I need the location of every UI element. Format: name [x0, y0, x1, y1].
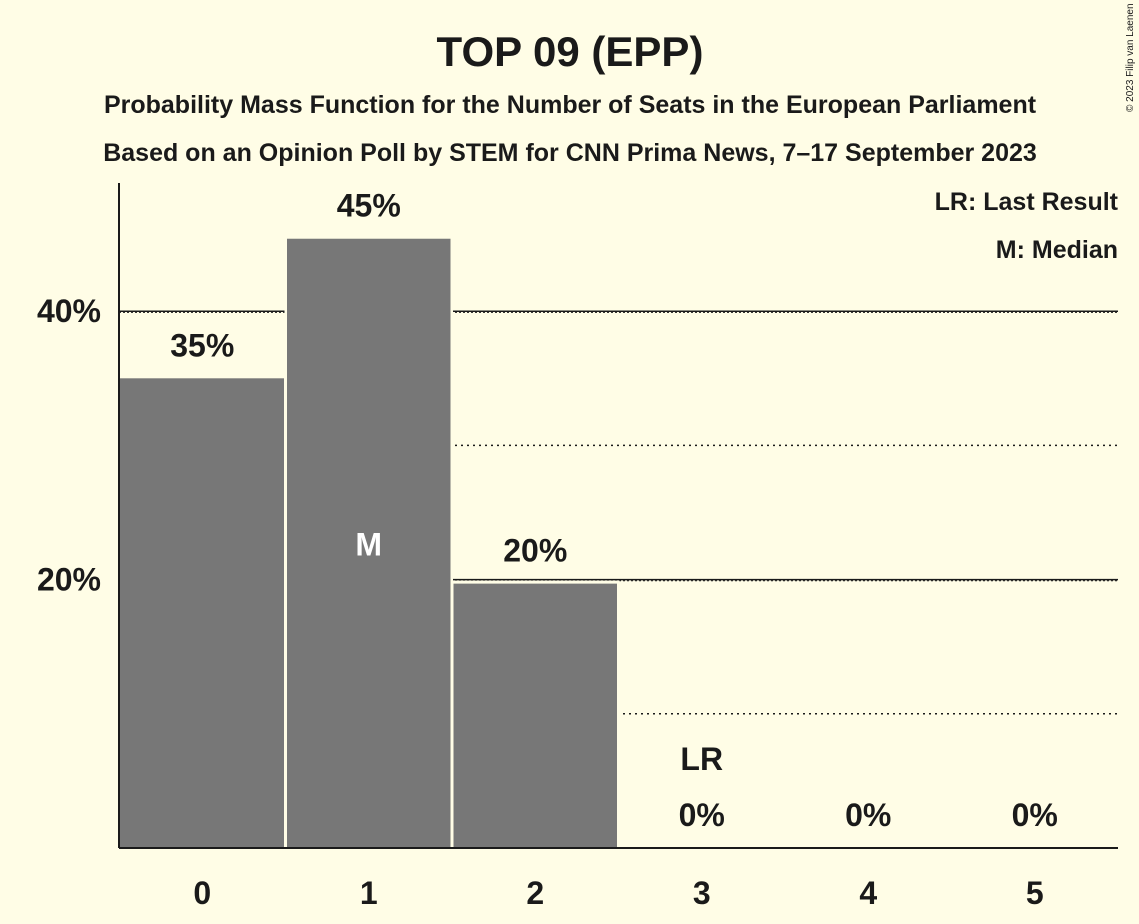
- last-result-marker: LR: [680, 741, 723, 777]
- value-label-5: 0%: [1012, 797, 1058, 833]
- y-tick-label: 40%: [37, 293, 101, 329]
- value-label-0: 35%: [170, 327, 234, 363]
- median-marker: M: [355, 526, 382, 562]
- x-tick-label-2: 2: [526, 875, 544, 911]
- value-labels: 35% 45% M 20% 0% LR 0% 0%: [170, 188, 1058, 833]
- value-label-1: 45%: [337, 188, 401, 224]
- copyright-text: © 2023 Filip van Laenen: [1125, 3, 1136, 112]
- legend-median: M: Median: [996, 236, 1118, 264]
- x-tick-label-4: 4: [859, 875, 877, 911]
- chart-title: TOP 09 (EPP): [437, 28, 704, 75]
- x-tick-label-5: 5: [1026, 875, 1044, 911]
- x-tick-label-3: 3: [693, 875, 711, 911]
- value-label-4: 0%: [845, 797, 891, 833]
- bar-0: [119, 378, 284, 848]
- value-label-3: 0%: [679, 797, 725, 833]
- y-tick-label: 20%: [37, 562, 101, 598]
- value-label-2: 20%: [503, 533, 567, 569]
- chart-subtitle-2: Based on an Opinion Poll by STEM for CNN…: [103, 139, 1037, 167]
- x-tick-label-1: 1: [360, 875, 378, 911]
- bar-2: [453, 583, 617, 848]
- bar-1: [287, 238, 451, 848]
- chart-subtitle: Probability Mass Function for the Number…: [104, 91, 1037, 119]
- bars: [118, 235, 620, 848]
- x-tick-label-0: 0: [193, 875, 211, 911]
- legend-last-result: LR: Last Result: [935, 188, 1119, 216]
- axes: 20% 40% 0 1 2 3 4 5: [37, 183, 1118, 911]
